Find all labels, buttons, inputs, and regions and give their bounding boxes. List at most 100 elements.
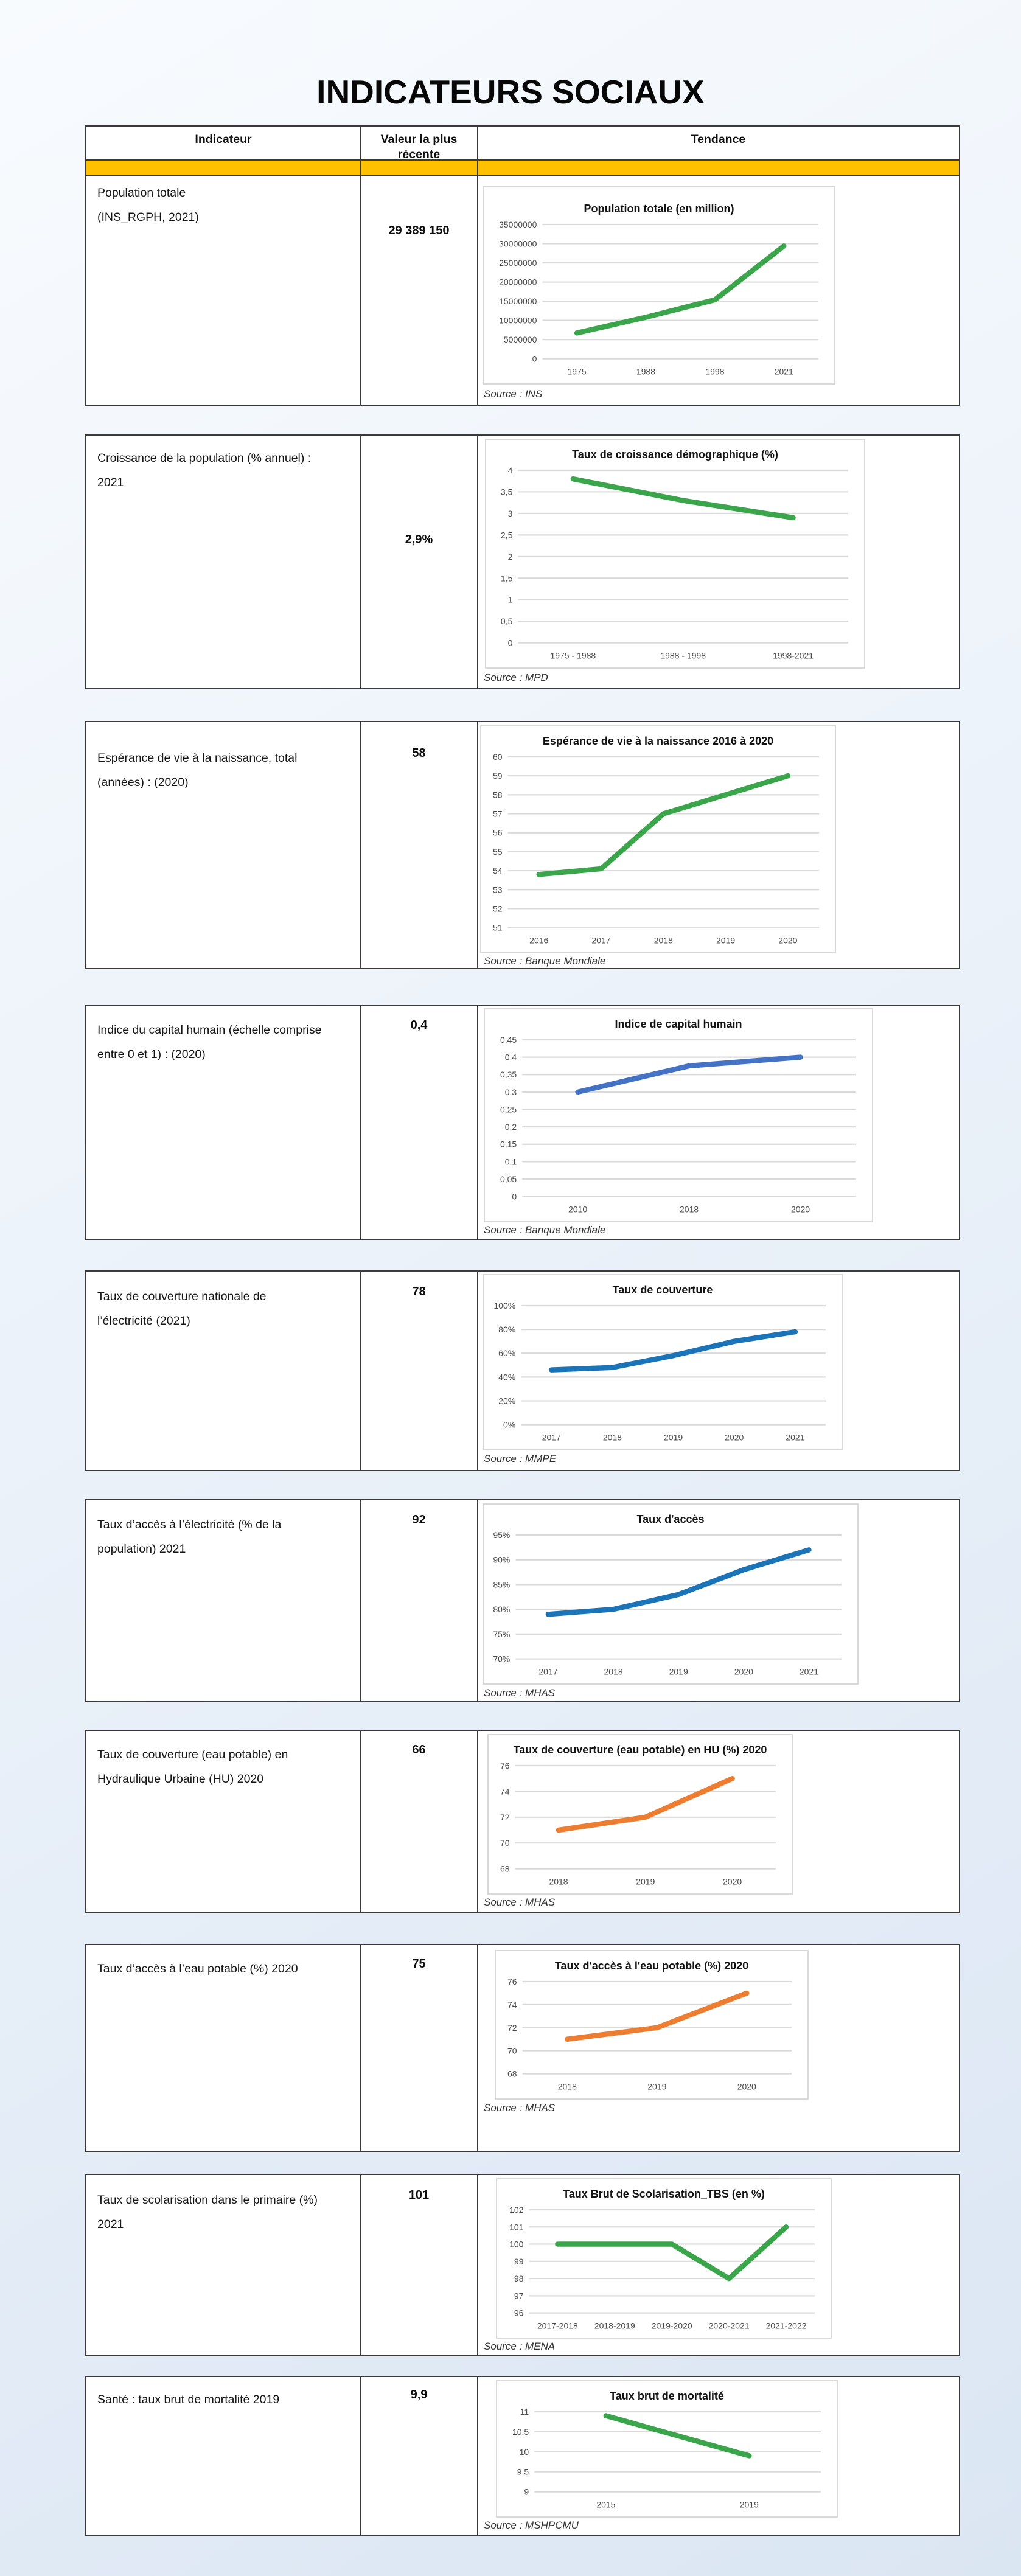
svg-text:1: 1	[508, 595, 513, 605]
source-label: Source : Banque Mondiale	[484, 955, 606, 967]
chart-canvas: 0 0,05 0,1 0,15 0,2 0,25 0,3 0,35 0,4 0,45 2010 201…	[500, 1035, 856, 1214]
svg-text:58: 58	[493, 790, 503, 800]
svg-text:10,5: 10,5	[512, 2427, 529, 2437]
svg-text:0,35: 0,35	[500, 1070, 517, 1080]
source-label: Source : MHAS	[484, 1687, 556, 1699]
svg-text:2020: 2020	[734, 1667, 753, 1677]
svg-text:2017: 2017	[542, 1433, 561, 1443]
svg-text:40%: 40%	[498, 1373, 515, 1382]
svg-text:0,4: 0,4	[505, 1053, 517, 1062]
svg-text:0,45: 0,45	[500, 1035, 517, 1045]
svg-text:2018: 2018	[604, 1667, 623, 1677]
svg-text:98: 98	[514, 2274, 524, 2283]
svg-text:2010: 2010	[568, 1205, 587, 1214]
svg-text:2: 2	[508, 552, 513, 562]
chart: Taux d'accès à l'eau potable (%) 2020 68…	[495, 1950, 809, 2100]
svg-text:95%: 95%	[493, 1530, 510, 1540]
svg-text:10000000: 10000000	[499, 316, 537, 325]
indicator-label: Espérance de vie à la naissance, total (…	[97, 751, 298, 789]
svg-text:0,1: 0,1	[505, 1157, 517, 1167]
trend-cell: Taux de couverture (eau potable) en HU (…	[477, 1731, 959, 1912]
indicator-label: Taux de couverture (eau potable) en Hydr…	[97, 1748, 288, 1786]
source-label: Source : INS	[484, 388, 543, 400]
svg-text:2019: 2019	[716, 936, 735, 945]
svg-text:90%: 90%	[493, 1555, 510, 1565]
svg-text:2,5: 2,5	[501, 531, 513, 540]
column-header-tendance: Tendance	[477, 127, 959, 161]
svg-text:2017: 2017	[591, 936, 610, 945]
svg-text:2021-2022: 2021-2022	[766, 2321, 807, 2331]
chart-title: Taux Brut de Scolarisation_TBS (en %)	[563, 2188, 765, 2200]
svg-text:55: 55	[493, 847, 503, 857]
source-label: Source : MHAS	[484, 1896, 556, 1908]
yellow-divider-cell	[360, 161, 477, 176]
svg-text:1988 - 1998: 1988 - 1998	[660, 651, 706, 661]
indicator-label: Taux de couverture nationale de l’électr…	[97, 1290, 267, 1328]
indicator-label: Santé : taux brut de mortalité 2019	[97, 2393, 280, 2406]
chart-title: Indice de capital humain	[615, 1018, 742, 1030]
svg-text:2020: 2020	[737, 2082, 756, 2092]
indicator-value: 58	[360, 722, 477, 968]
svg-text:0,25: 0,25	[500, 1105, 517, 1115]
yellow-divider-cell	[477, 161, 959, 176]
svg-text:80%: 80%	[493, 1605, 510, 1615]
column-header-indicateur: Indicateur	[86, 127, 360, 161]
svg-text:53: 53	[493, 885, 503, 895]
svg-text:2021: 2021	[786, 1433, 804, 1443]
svg-text:3: 3	[508, 509, 513, 518]
indicator-value: 101	[360, 2175, 477, 2355]
svg-text:0%: 0%	[503, 1420, 515, 1430]
svg-text:60: 60	[493, 752, 503, 762]
chart: Taux d'accès 70% 75% 80% 85% 90% 95% 2017 2018 2…	[483, 1503, 859, 1685]
chart-title: Taux brut de mortalité	[610, 2390, 724, 2402]
trend-cell: Espérance de vie à la naissance 2016 à 2…	[477, 722, 959, 968]
indicator-value: 29 389 150	[360, 176, 477, 405]
svg-text:2019: 2019	[669, 1667, 688, 1677]
svg-text:57: 57	[493, 809, 503, 819]
trend-cell: Indice de capital humain 0 0,05 0,1 0,15 0,2…	[477, 1006, 959, 1239]
indicator-row: Taux d’accès à l’électricité (% de la po…	[85, 1499, 960, 1702]
svg-text:54: 54	[493, 866, 503, 875]
chart-canvas: 70% 75% 80% 85% 90% 95% 2017 2018 2019 2020 2021	[493, 1530, 842, 1677]
chart-canvas: 0 5000000 10000000 15000000 20000000 25000000…	[499, 220, 818, 377]
chart-title: Taux de couverture (eau potable) en HU (…	[513, 1744, 767, 1756]
indicator-value: 75	[360, 1945, 477, 2151]
svg-text:3,5: 3,5	[501, 487, 513, 497]
indicator-label: Indice du capital humain (échelle compri…	[97, 1023, 322, 1061]
chart-canvas: 0% 20% 40% 60% 80% 100% 2017 2018 2019 2020 2021	[493, 1301, 826, 1443]
trend-cell: Taux de croissance démographique (%) 0 0,…	[477, 436, 959, 688]
svg-text:0,15: 0,15	[500, 1140, 517, 1149]
svg-text:2020-2021: 2020-2021	[709, 2321, 750, 2331]
svg-text:74: 74	[507, 2000, 517, 2010]
svg-text:2018: 2018	[549, 1877, 568, 1887]
svg-text:2015: 2015	[596, 2500, 615, 2510]
indicator-row: Espérance de vie à la naissance, total (…	[85, 721, 960, 969]
svg-text:75%: 75%	[493, 1629, 510, 1639]
trend-cell: Taux brut de mortalité 9 9,5 10 10,5 11 2015 2…	[477, 2377, 959, 2535]
yellow-divider-cell	[86, 161, 360, 176]
indicator-value: 2,9%	[360, 436, 477, 688]
svg-text:9: 9	[524, 2487, 529, 2497]
svg-text:0,05: 0,05	[500, 1174, 517, 1184]
column-header-valeur: Valeur la plus récente	[360, 127, 477, 161]
svg-text:0,3: 0,3	[505, 1087, 517, 1097]
svg-text:2021: 2021	[800, 1667, 818, 1677]
svg-text:2021: 2021	[775, 367, 793, 377]
indicator-value: 0,4	[360, 1006, 477, 1239]
indicator-value: 92	[360, 1500, 477, 1701]
chart: Taux de couverture 0% 20% 40% 60% 80% 100% 201…	[483, 1274, 843, 1450]
svg-text:101: 101	[509, 2223, 524, 2232]
svg-text:76: 76	[500, 1761, 510, 1770]
svg-text:68: 68	[500, 1864, 510, 1874]
svg-text:20%: 20%	[498, 1396, 515, 1406]
svg-text:11: 11	[520, 2407, 529, 2417]
svg-text:51: 51	[493, 923, 503, 933]
indicator-label: Taux de scolarisation dans le primaire (…	[97, 2193, 318, 2231]
svg-text:30000000: 30000000	[499, 239, 537, 249]
svg-text:2017: 2017	[538, 1667, 557, 1677]
chart-canvas: 96 97 98 99 100 101 102 2017-2018 2018-2019 2019-…	[509, 2205, 815, 2331]
svg-text:2019-2020: 2019-2020	[652, 2321, 692, 2331]
svg-text:5000000: 5000000	[504, 335, 537, 344]
indicator-value: 78	[360, 1272, 477, 1470]
svg-text:10: 10	[520, 2447, 529, 2457]
